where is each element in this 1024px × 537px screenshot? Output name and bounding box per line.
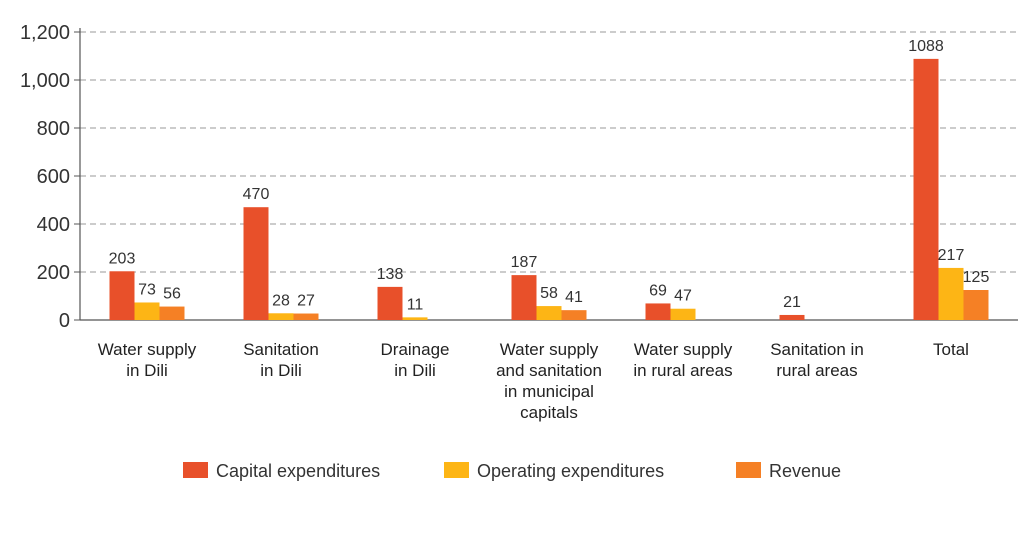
legend-swatch (736, 462, 761, 478)
data-label: 58 (540, 285, 558, 302)
data-label: 203 (109, 250, 136, 267)
data-label: 11 (407, 296, 424, 313)
legend-label: Operating expenditures (477, 461, 664, 481)
data-label: 28 (272, 292, 290, 309)
y-tick-label: 1,200 (20, 22, 70, 44)
data-label: 187 (511, 254, 538, 271)
gridlines (74, 28, 1018, 321)
category-label: Water supply and sanitation in municipal ca… (496, 340, 602, 422)
x-axis-categories: Water supply in Dili Sanitation in Dili Drai… (98, 340, 969, 422)
bar (377, 286, 403, 320)
bar (402, 317, 428, 320)
category-label: Sanitation in rural areas (770, 340, 864, 380)
y-tick-label: 1,000 (20, 70, 70, 92)
y-tick-label: 600 (37, 166, 70, 188)
category-label: Drainage in Dili (381, 340, 450, 380)
bar (536, 306, 562, 320)
bar (293, 313, 319, 320)
data-label: 69 (649, 282, 667, 299)
legend-label: Revenue (769, 461, 841, 481)
data-label: 21 (783, 294, 801, 311)
bar (938, 267, 964, 320)
y-tick-label: 0 (59, 310, 70, 332)
data-label: 138 (377, 266, 404, 283)
bar (511, 275, 537, 320)
y-axis-ticks: 0 200 400 600 800 1,000 1,200 (20, 22, 70, 332)
category-label: Sanitation in Dili (243, 340, 319, 380)
bar (963, 290, 989, 320)
legend: Capital expenditures Operating expenditur… (183, 461, 841, 481)
legend-label: Capital expenditures (216, 461, 380, 481)
y-tick-label: 200 (37, 262, 70, 284)
data-label: 47 (674, 288, 692, 305)
category-label: Water supply in Dili (98, 340, 197, 380)
data-label: 470 (243, 186, 270, 203)
data-label: 125 (963, 269, 990, 286)
bar (268, 313, 294, 320)
data-label: 41 (565, 289, 583, 306)
bar (134, 302, 160, 320)
bar (243, 207, 269, 320)
y-tick-label: 400 (37, 214, 70, 236)
category-label: Water supply in rural areas (633, 340, 732, 380)
data-label: 56 (163, 286, 181, 303)
bar (645, 303, 671, 320)
bar (109, 271, 135, 320)
bar (159, 306, 185, 320)
data-label: 73 (138, 281, 156, 298)
bar (670, 308, 696, 320)
data-label: 1088 (908, 38, 944, 55)
data-label: 27 (297, 293, 315, 310)
legend-swatch (444, 462, 469, 478)
data-label: 217 (938, 247, 965, 264)
bars (109, 58, 989, 320)
bar (913, 58, 939, 320)
legend-swatch (183, 462, 208, 478)
bar (561, 310, 587, 320)
y-tick-label: 800 (37, 118, 70, 140)
bar (779, 314, 805, 320)
category-label: Total (933, 340, 969, 359)
